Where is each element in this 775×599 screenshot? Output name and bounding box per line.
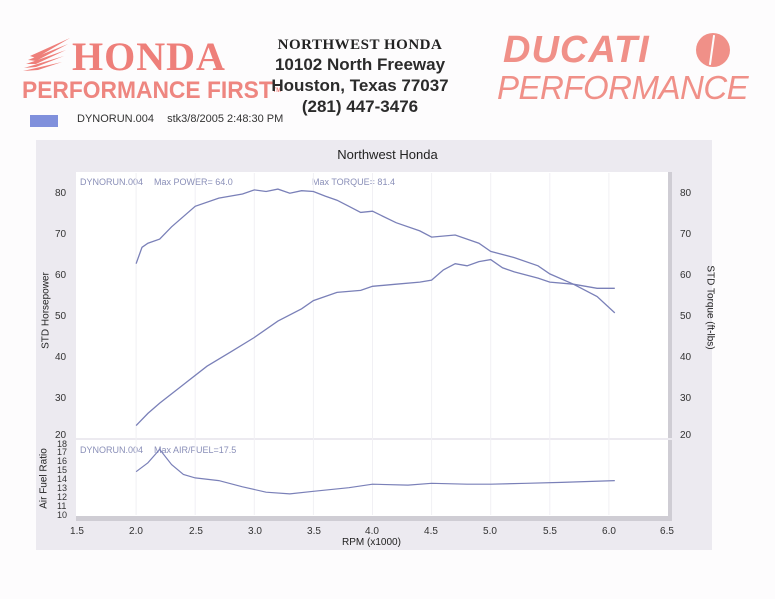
y-tick-left: 60 <box>55 270 67 281</box>
dealer-name: NORTHWEST HONDA <box>277 37 443 53</box>
y-tick-afr: 11 <box>57 501 67 511</box>
y-tick-afr: 10 <box>57 510 68 520</box>
chart-title: Northwest Honda <box>337 147 438 162</box>
x-tick: 6.0 <box>602 526 616 537</box>
ducati-emblem-icon <box>696 33 730 67</box>
legend-run-name: DYNORUN.004 <box>77 113 155 125</box>
dealer-city: Houston, Texas 77037 <box>271 76 449 95</box>
annotation-max-torque: Max TORQUE= 81.4 <box>312 177 395 187</box>
power-torque-plot-area <box>76 172 672 438</box>
x-tick: 6.5 <box>660 526 674 537</box>
x-tick: 1.5 <box>70 526 84 537</box>
x-tick: 2.5 <box>189 526 203 537</box>
x-tick: 4.0 <box>365 526 379 537</box>
horsepower-curve <box>135 258 615 427</box>
air-fuel-curve <box>135 448 615 495</box>
y-tick-afr: 12 <box>57 492 68 502</box>
x-tick: 5.0 <box>483 526 497 537</box>
legend-swatch <box>30 115 58 127</box>
y-tick-afr: 15 <box>57 465 68 475</box>
y-tick-right: 50 <box>680 311 692 322</box>
annotation-max-power: Max POWER= 64.0 <box>154 177 233 187</box>
y-tick-left: 20 <box>55 430 67 441</box>
trademark-mark: TM <box>272 88 282 94</box>
x-tick: 4.5 <box>424 526 438 537</box>
x-tick: 3.0 <box>248 526 262 537</box>
y-tick-right: 40 <box>680 352 692 363</box>
y-tick-afr: 18 <box>57 439 68 449</box>
dealer-info: NORTHWEST HONDA 10102 North Freeway Hous… <box>240 37 480 117</box>
y-tick-right: 20 <box>680 430 692 441</box>
gridlines <box>135 173 610 515</box>
y-tick-left: 70 <box>55 229 67 240</box>
y-tick-right: 80 <box>680 188 692 199</box>
y-tick-right: 60 <box>680 270 692 281</box>
ducati-logo-text: DUCATI <box>503 29 650 71</box>
y-tick-right: 30 <box>680 393 692 404</box>
honda-logo-text: HONDA <box>72 34 226 79</box>
air-fuel-plot-area <box>76 440 672 521</box>
y-tick-afr: 17 <box>57 447 68 457</box>
torque-curve <box>135 188 616 314</box>
legend-entry: DYNORUN.004 stk3/8/2005 2:48:30 PM <box>77 113 283 125</box>
y-tick-left: 40 <box>55 352 67 363</box>
ducati-tagline: PERFORMANCE <box>497 69 749 106</box>
x-tick: 3.5 <box>307 526 321 537</box>
y-tick-left: 80 <box>55 188 67 199</box>
dealer-street: 10102 North Freeway <box>274 55 446 74</box>
legend-run-info: stk3/8/2005 2:48:30 PM <box>167 113 284 125</box>
annotation-run-name: DYNORUN.004 <box>80 177 144 187</box>
y-tick-afr: 16 <box>57 456 68 466</box>
x-tick: 5.5 <box>543 526 557 537</box>
x-tick: 2.0 <box>129 526 143 537</box>
y-tick-afr: 14 <box>57 474 68 484</box>
dealer-phone: (281) 447-3476 <box>301 97 419 116</box>
y-tick-afr: 13 <box>57 483 68 493</box>
honda-wing-logo-icon <box>23 38 70 71</box>
y-tick-left: 50 <box>55 311 67 322</box>
x-axis-label: RPM (x1000) <box>342 537 401 548</box>
y-tick-right: 70 <box>680 229 692 240</box>
honda-tagline-text: PERFORMANCE FIRST <box>22 77 273 104</box>
annotation-afr-run-name: DYNORUN.004 <box>80 445 144 455</box>
y-tick-left: 30 <box>55 393 67 404</box>
honda-tagline: PERFORMANCE FIRSTTM <box>22 78 281 104</box>
